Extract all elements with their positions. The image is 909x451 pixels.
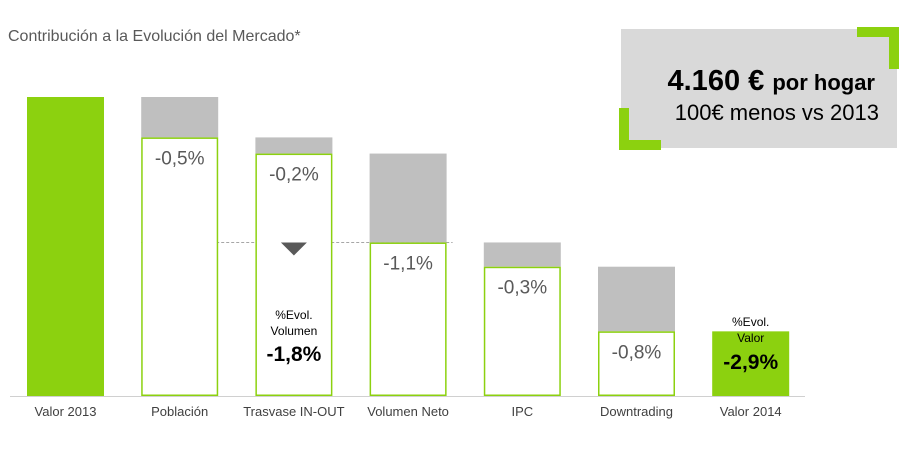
bar-decrease-5 [598,266,675,332]
category-label-5: Downtrading [600,404,673,419]
bar-6 [712,331,790,396]
category-label-1: Población [151,404,208,419]
category-label-3: Volumen Neto [367,404,449,419]
data-label-4: -0,3% [497,278,547,299]
bar-decrease-3 [369,153,447,243]
data-label-1: -0,5% [155,148,205,169]
annotation-value-1: -2,9% [723,351,778,374]
data-label-2: -0,2% [269,165,319,186]
bar-decrease-1 [141,97,219,138]
annotation-label-1-line2: Valor [737,331,764,345]
category-label-2: Trasvase IN-OUT [243,404,344,419]
bar-level-3 [369,242,447,396]
bar-level-1 [141,137,219,397]
bar-level-4 [483,266,561,396]
callout-main: 4.160 € por hogar [668,65,876,98]
category-label-4: IPC [511,404,533,419]
chart-title: Contribución a la Evolución del Mercado* [8,28,301,45]
data-label-5: -0,8% [612,342,662,363]
annotation-label-0-line1: %Evol. [275,308,312,322]
category-label-0: Valor 2013 [35,404,97,419]
annotation-label-1-line1: %Evol. [732,315,769,329]
category-label-6: Valor 2014 [720,404,782,419]
data-label-3: -1,1% [383,253,433,274]
callout-corner-bottom-left [619,108,661,150]
bar-level-2 [255,153,333,396]
callout-main-value: 4.160 € [667,65,765,97]
callout-corner-top-right [857,27,899,69]
annotation-value-0: -1,8% [266,343,321,366]
bar-decrease-2 [255,137,333,154]
bar-level-5 [598,331,675,396]
bar-0 [27,97,104,396]
annotation-marker-0 [280,242,307,256]
annotation-label-0-line2: Volumen [271,324,318,338]
callout-main-unit: por hogar [772,70,875,95]
callout-sub: 100€ menos vs 2013 [674,100,879,125]
summary-callout: 4.160 € por hogar 100€ menos vs 2013 [619,27,899,150]
bar-decrease-4 [483,242,561,267]
